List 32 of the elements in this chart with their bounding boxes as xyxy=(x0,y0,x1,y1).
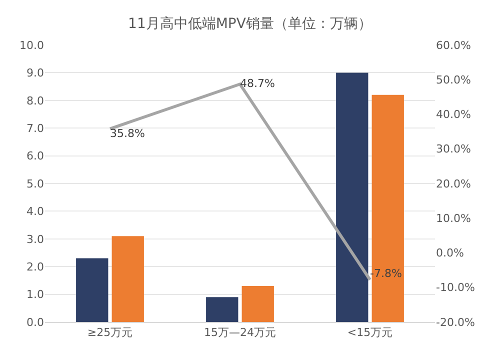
y-tick-label: 6.0 xyxy=(26,150,44,163)
y-tick-label: 1.0 xyxy=(26,288,44,302)
bar xyxy=(242,286,274,322)
y-tick-label: 4.0 xyxy=(26,205,44,218)
y2-tick-label: 40.0% xyxy=(436,108,471,122)
data-label: 35.8% xyxy=(110,127,145,140)
y2-tick-label: 20.0% xyxy=(436,177,471,190)
x-tick-label: ≥25万元 xyxy=(87,326,133,340)
y2-tick-label: 60.0% xyxy=(436,38,471,52)
y-tick-label: 8.0 xyxy=(26,94,44,108)
data-label: 48.7% xyxy=(240,76,275,90)
bar xyxy=(372,94,404,322)
bar xyxy=(112,236,144,322)
y-tick-label: 5.0 xyxy=(26,177,44,190)
y2-tick-label: 10.0% xyxy=(436,212,471,225)
y-tick-label: 7.0 xyxy=(26,122,44,135)
bar xyxy=(76,258,108,322)
x-tick-label: 15万—24万元 xyxy=(204,326,276,340)
y2-tick-label: 30.0% xyxy=(436,142,471,156)
x-tick-label: <15万元 xyxy=(347,326,393,340)
y-tick-label: 2.0 xyxy=(26,260,44,274)
y-tick-label: 3.0 xyxy=(26,232,44,246)
y2-tick-label: 0.0% xyxy=(436,246,464,260)
y-tick-label: 0.0 xyxy=(26,316,44,329)
y2-tick-label: 50.0% xyxy=(436,73,471,86)
y-tick-label: 9.0 xyxy=(26,66,44,80)
y2-tick-label: -10.0% xyxy=(436,281,475,294)
y-tick-label: 10.0 xyxy=(20,38,44,52)
chart-title: 11月高中低端MPV销量（单位：万辆） xyxy=(128,16,372,32)
y2-tick-label: -20.0% xyxy=(436,316,475,329)
bar xyxy=(336,72,368,322)
bar xyxy=(206,297,238,322)
